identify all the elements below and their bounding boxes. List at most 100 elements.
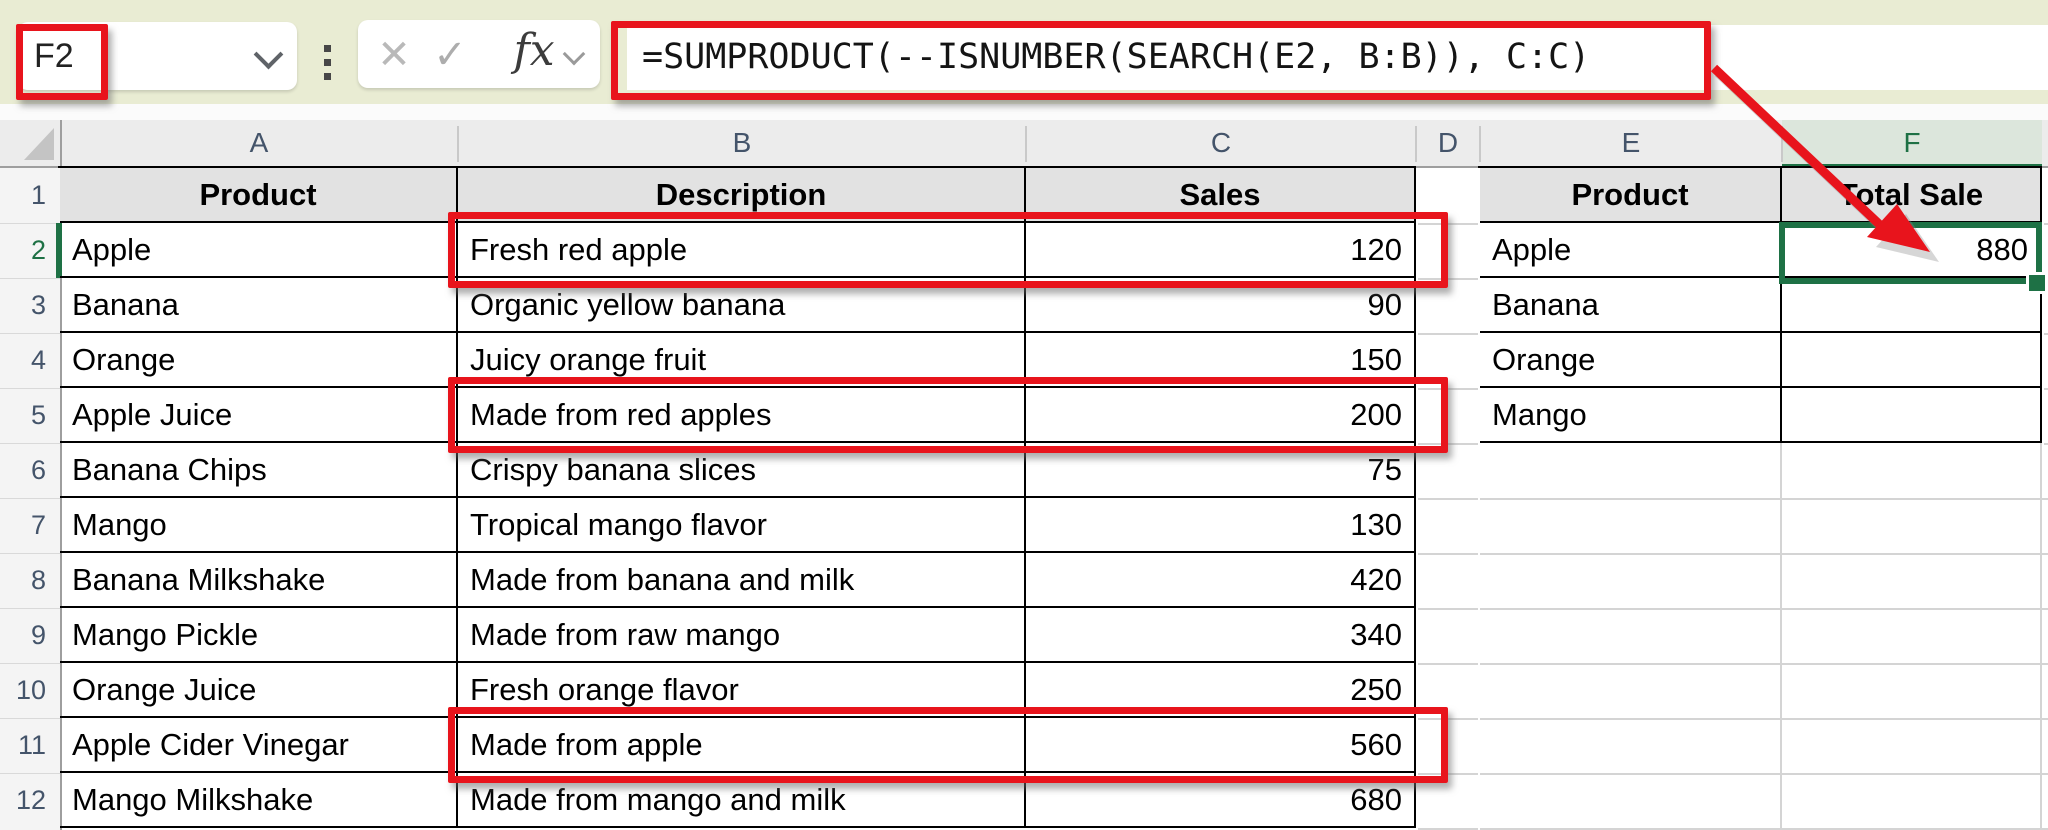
gridline <box>1480 553 2048 555</box>
cell-E2[interactable]: Apple <box>1480 223 1782 278</box>
row-header-1[interactable]: 1 <box>0 168 60 223</box>
annotation-box-formula <box>611 21 1711 100</box>
name-box-cell-reference[interactable]: F2 <box>34 37 74 75</box>
gridline <box>1480 828 2048 830</box>
cell-C2[interactable]: 120 <box>1026 223 1416 278</box>
cell-A4[interactable]: Orange <box>60 333 458 388</box>
cell-B4[interactable]: Juicy orange fruit <box>458 333 1026 388</box>
select-all-triangle-icon <box>24 128 54 160</box>
cell-A8[interactable]: Banana Milkshake <box>60 553 458 608</box>
row-header-4[interactable]: 4 <box>0 333 60 388</box>
gridline <box>1480 498 2048 500</box>
row-header-7[interactable]: 7 <box>0 498 60 553</box>
cell-A9[interactable]: Mango Pickle <box>60 608 458 663</box>
cell-E4[interactable]: Orange <box>1480 333 1782 388</box>
gridline <box>1418 443 1478 445</box>
cell-B5[interactable]: Made from red apples <box>458 388 1026 443</box>
formula-text[interactable]: =SUMPRODUCT(--ISNUMBER(SEARCH(E2, B:B)),… <box>642 37 1591 77</box>
cell-B2[interactable]: Fresh red apple <box>458 223 1026 278</box>
fill-handle[interactable] <box>2026 272 2048 294</box>
gridline <box>1418 608 1478 610</box>
formula-buttons-group <box>358 20 600 88</box>
column-header-E[interactable]: E <box>1480 120 1782 168</box>
cell-A5[interactable]: Apple Juice <box>60 388 458 443</box>
cell-C6[interactable]: 75 <box>1026 443 1416 498</box>
gridline <box>2044 223 2048 225</box>
drag-handle-dots-icon <box>324 38 331 87</box>
cell-C3[interactable]: 90 <box>1026 278 1416 333</box>
gridline <box>1418 718 1478 720</box>
cell-A11[interactable]: Apple Cider Vinegar <box>60 718 458 773</box>
cell-E1[interactable]: Product <box>1480 168 1782 223</box>
column-header-F[interactable]: F <box>1782 120 2042 168</box>
row-header-9[interactable]: 9 <box>0 608 60 663</box>
column-header-C[interactable]: C <box>1026 120 1416 168</box>
annotation-box-name-box <box>16 24 108 100</box>
row-header-separator <box>0 718 60 719</box>
products-table: Product Description Sales Apple Fresh red ap… <box>58 166 1416 828</box>
name-box[interactable] <box>18 22 297 90</box>
row-header-separator <box>0 608 60 609</box>
gridline <box>2044 333 2048 335</box>
cell-B11[interactable]: Made from apple <box>458 718 1026 773</box>
cell-C7[interactable]: 130 <box>1026 498 1416 553</box>
cell-A7[interactable]: Mango <box>60 498 458 553</box>
cell-F5[interactable] <box>1782 388 2042 443</box>
row-header-10[interactable]: 10 <box>0 663 60 718</box>
cell-A3[interactable]: Banana <box>60 278 458 333</box>
gridline <box>2044 388 2048 390</box>
gridline <box>1418 663 1478 665</box>
cell-B8[interactable]: Made from banana and milk <box>458 553 1026 608</box>
row-header-5[interactable]: 5 <box>0 388 60 443</box>
row-header-border <box>60 120 62 830</box>
column-header-D[interactable]: D <box>1416 120 1480 168</box>
row-header-2[interactable]: 2 <box>0 223 60 278</box>
cell-C5[interactable]: 200 <box>1026 388 1416 443</box>
cell-A1[interactable]: Product <box>60 168 458 223</box>
cell-E3[interactable]: Banana <box>1480 278 1782 333</box>
cell-A2[interactable]: Apple <box>60 223 458 278</box>
gridline <box>1418 223 1478 225</box>
cell-B7[interactable]: Tropical mango flavor <box>458 498 1026 553</box>
gridline <box>1480 608 2048 610</box>
row-header-separator <box>0 498 60 499</box>
cell-F1[interactable]: Total Sale <box>1782 168 2042 223</box>
cell-C10[interactable]: 250 <box>1026 663 1416 718</box>
cell-B12[interactable]: Made from mango and milk <box>458 773 1026 828</box>
cell-B10[interactable]: Fresh orange flavor <box>458 663 1026 718</box>
selected-row-accent-bar <box>56 223 62 278</box>
cancel-icon[interactable]: ✕ <box>377 33 411 77</box>
row-header-11[interactable]: 11 <box>0 718 60 773</box>
row-header-12[interactable]: 12 <box>0 773 60 828</box>
row-header-separator <box>0 223 60 224</box>
row-header-8[interactable]: 8 <box>0 553 60 608</box>
column-header-B[interactable]: B <box>458 120 1026 168</box>
column-header-A[interactable]: A <box>60 120 458 168</box>
cell-C4[interactable]: 150 <box>1026 333 1416 388</box>
cell-B6[interactable]: Crispy banana slices <box>458 443 1026 498</box>
cell-F4[interactable] <box>1782 333 2042 388</box>
cell-A10[interactable]: Orange Juice <box>60 663 458 718</box>
cell-C8[interactable]: 420 <box>1026 553 1416 608</box>
cell-F3[interactable] <box>1782 278 2042 333</box>
cell-A6[interactable]: Banana Chips <box>60 443 458 498</box>
insert-function-fx-icon[interactable]: fx <box>513 25 555 76</box>
cell-B3[interactable]: Organic yellow banana <box>458 278 1026 333</box>
active-cell-selection-border <box>1779 222 2042 284</box>
cell-A12[interactable]: Mango Milkshake <box>60 773 458 828</box>
enter-icon[interactable]: ✓ <box>433 33 467 77</box>
gridline <box>1418 388 1478 390</box>
gridline <box>2040 443 2042 830</box>
column-header-separator <box>1479 126 1481 162</box>
cell-C12[interactable]: 680 <box>1026 773 1416 828</box>
cell-C11[interactable]: 560 <box>1026 718 1416 773</box>
cell-B9[interactable]: Made from raw mango <box>458 608 1026 663</box>
cell-C9[interactable]: 340 <box>1026 608 1416 663</box>
cell-E5[interactable]: Mango <box>1480 388 1782 443</box>
row-header-3[interactable]: 3 <box>0 278 60 333</box>
grid-top-strip <box>0 104 2048 120</box>
select-all-button[interactable] <box>0 120 60 168</box>
row-header-separator <box>0 443 60 444</box>
row-header-6[interactable]: 6 <box>0 443 60 498</box>
